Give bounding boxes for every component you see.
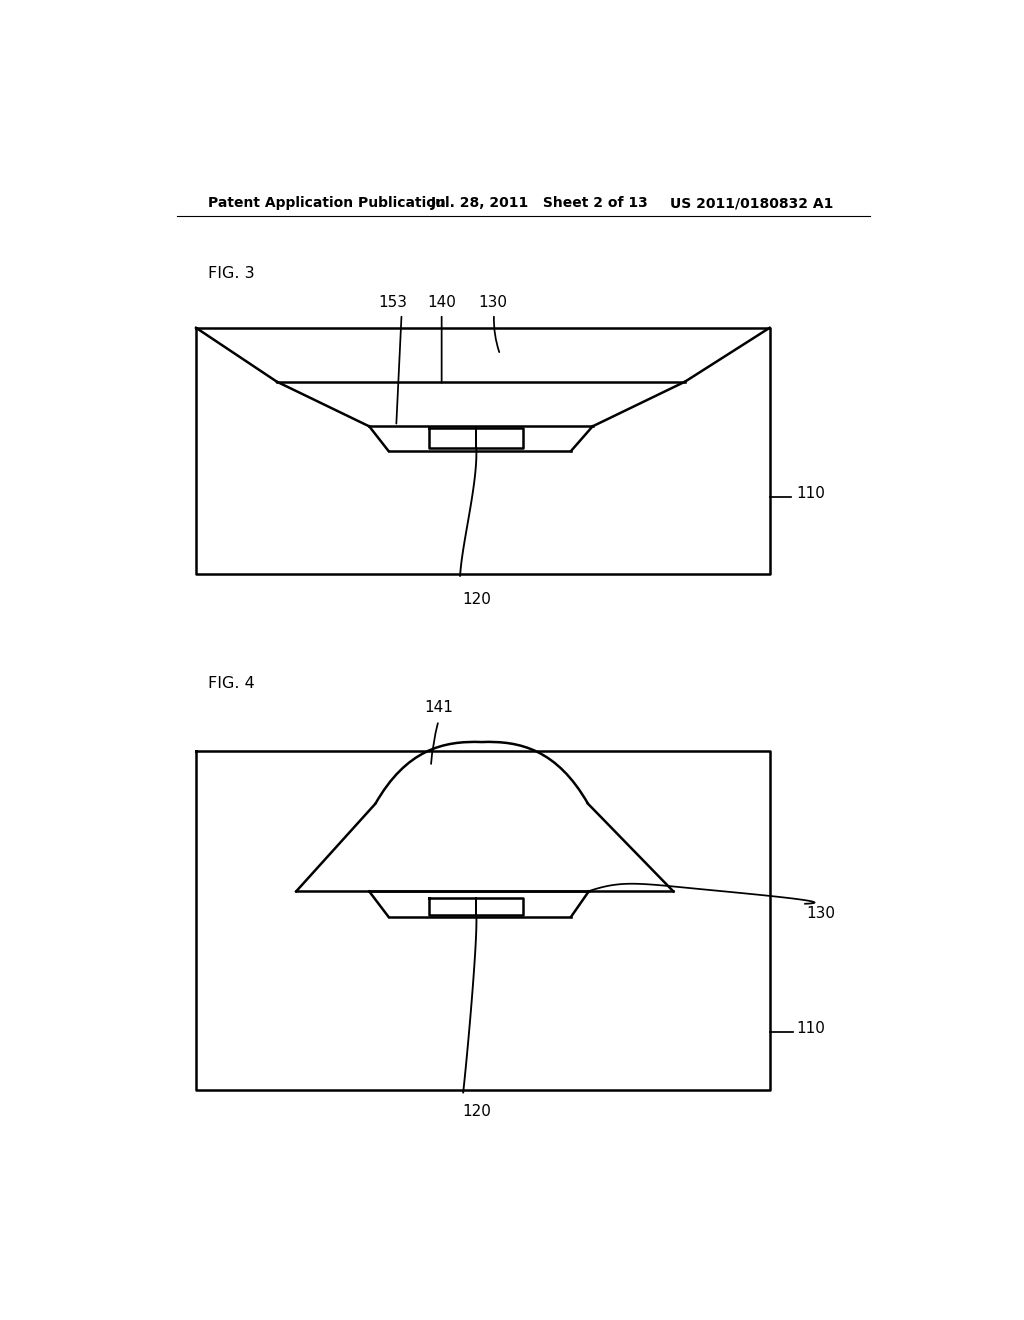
Text: 130: 130 xyxy=(478,296,507,310)
Text: US 2011/0180832 A1: US 2011/0180832 A1 xyxy=(670,197,833,210)
Text: FIG. 3: FIG. 3 xyxy=(208,267,254,281)
Text: 130: 130 xyxy=(807,906,836,920)
Text: Jul. 28, 2011   Sheet 2 of 13: Jul. 28, 2011 Sheet 2 of 13 xyxy=(431,197,648,210)
Text: 120: 120 xyxy=(462,591,490,607)
Text: FIG. 4: FIG. 4 xyxy=(208,676,254,690)
Text: 110: 110 xyxy=(797,486,825,500)
Text: 120: 120 xyxy=(462,1104,490,1119)
Text: 110: 110 xyxy=(797,1020,825,1036)
Text: Patent Application Publication: Patent Application Publication xyxy=(208,197,445,210)
Text: 153: 153 xyxy=(378,296,407,310)
Text: 140: 140 xyxy=(427,296,456,310)
Text: 141: 141 xyxy=(424,700,453,715)
